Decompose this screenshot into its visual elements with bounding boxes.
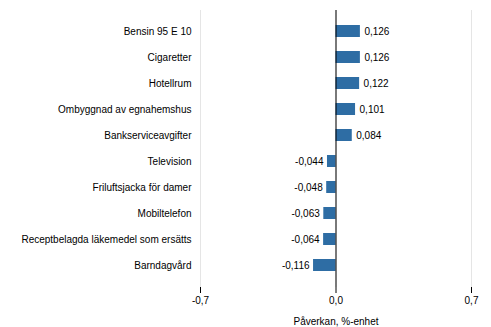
svg-text:0,0: 0,0 bbox=[329, 295, 343, 306]
svg-text:-0,064: -0,064 bbox=[291, 234, 320, 245]
svg-text:Mobiltelefon: Mobiltelefon bbox=[138, 208, 192, 219]
svg-text:-0,048: -0,048 bbox=[294, 182, 323, 193]
svg-text:Bensin 95 E 10: Bensin 95 E 10 bbox=[124, 26, 192, 37]
svg-text:Friluftsjacka för damer: Friluftsjacka för damer bbox=[93, 182, 193, 193]
svg-text:0,101: 0,101 bbox=[360, 104, 385, 115]
svg-text:Påverkan, %-enhet: Påverkan, %-enhet bbox=[293, 316, 378, 327]
svg-text:Cigaretter: Cigaretter bbox=[148, 52, 193, 63]
svg-text:-0,063: -0,063 bbox=[291, 208, 320, 219]
svg-text:Hotellrum: Hotellrum bbox=[149, 78, 192, 89]
svg-text:0,7: 0,7 bbox=[465, 295, 479, 306]
svg-text:0,126: 0,126 bbox=[364, 52, 389, 63]
svg-text:-0,116: -0,116 bbox=[282, 260, 310, 271]
svg-text:Bankserviceavgifter: Bankserviceavgifter bbox=[104, 130, 192, 141]
svg-text:-0,7: -0,7 bbox=[192, 295, 210, 306]
svg-text:-0,044: -0,044 bbox=[295, 156, 324, 167]
svg-text:0,122: 0,122 bbox=[364, 78, 389, 89]
svg-text:Barndagvård: Barndagvård bbox=[134, 260, 191, 271]
svg-text:0,084: 0,084 bbox=[356, 130, 381, 141]
svg-text:Ombyggnad av egnahemshus: Ombyggnad av egnahemshus bbox=[58, 104, 191, 115]
svg-text:Receptbelagda läkemedel som er: Receptbelagda läkemedel som ersätts bbox=[21, 234, 191, 245]
svg-text:Television: Television bbox=[148, 156, 192, 167]
svg-text:0,126: 0,126 bbox=[364, 26, 389, 37]
